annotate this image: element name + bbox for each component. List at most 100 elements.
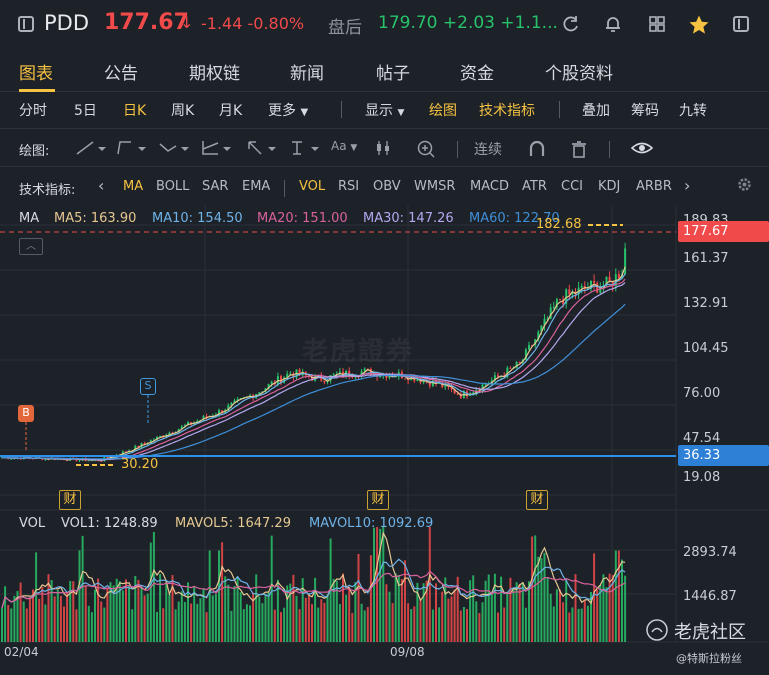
indicator-boll[interactable]: BOLL: [156, 179, 190, 194]
period-monthly[interactable]: 月K: [219, 103, 243, 119]
indicator-obv[interactable]: OBV: [373, 179, 401, 194]
indicator-arbr[interactable]: ARBR: [636, 179, 672, 194]
horizontal-line-price-tag[interactable]: 36.33: [678, 445, 769, 466]
volume-bar: [311, 604, 313, 642]
sidebar-toggle-icon[interactable]: [18, 16, 34, 32]
eye-icon[interactable]: [630, 139, 654, 161]
display-dropdown[interactable]: 显示 ▼: [365, 103, 405, 119]
volume-bar: [131, 609, 134, 642]
star-icon[interactable]: [688, 14, 710, 36]
volume-bar: [376, 527, 379, 642]
tab-announcements[interactable]: 公告: [104, 64, 138, 84]
volume-tick: 2893.74: [683, 545, 737, 560]
chips-button[interactable]: 筹码: [631, 103, 659, 119]
continuous-draw-toggle[interactable]: 连续: [474, 142, 502, 158]
indicator-sar[interactable]: SAR: [202, 179, 229, 194]
volume-bar: [276, 579, 279, 642]
text-cursor-tool-icon[interactable]: [288, 139, 322, 161]
volume-bar: [469, 580, 472, 642]
indicator-wmsr[interactable]: WMSR: [414, 179, 456, 194]
tab-posts[interactable]: 帖子: [376, 64, 410, 84]
line-tool-icon[interactable]: [75, 139, 109, 161]
period-5day[interactable]: 5日: [74, 103, 97, 119]
volume-bar: [100, 601, 103, 642]
trash-icon[interactable]: [569, 139, 589, 163]
polyline-tool-icon[interactable]: [115, 139, 149, 161]
indicator-macd[interactable]: MACD: [470, 179, 509, 194]
volume-bar: [7, 605, 10, 642]
volume-bar: [4, 586, 7, 642]
period-more[interactable]: 更多 ▼: [268, 103, 309, 119]
tab-company-profile[interactable]: 个股资料: [545, 64, 613, 84]
candle-body: [360, 371, 363, 377]
candle-body: [159, 435, 162, 437]
period-weekly[interactable]: 周K: [171, 103, 195, 119]
panel-icon[interactable]: [733, 16, 749, 32]
earnings-marker[interactable]: 财: [526, 490, 548, 510]
earnings-marker[interactable]: 财: [59, 490, 81, 510]
indicator-ma[interactable]: MA: [123, 179, 144, 194]
chevron-right-icon[interactable]: ›: [684, 176, 691, 195]
period-daily[interactable]: 日K: [123, 103, 147, 119]
gear-icon[interactable]: [736, 176, 753, 197]
draw-toggle[interactable]: 绘图: [429, 103, 457, 119]
candle-tool-icon[interactable]: [374, 139, 394, 161]
collapse-legend-icon[interactable]: ︿: [19, 238, 43, 255]
tab-chart[interactable]: 图表: [19, 64, 53, 84]
indicator-cci[interactable]: CCI: [561, 179, 583, 194]
zoom-icon[interactable]: [416, 139, 436, 163]
candle-body: [137, 445, 140, 448]
volume-bar: [391, 603, 394, 642]
tab-news[interactable]: 新闻: [290, 64, 324, 84]
tab-funds[interactable]: 资金: [460, 64, 494, 84]
candle-body: [187, 422, 189, 426]
magnet-icon[interactable]: [527, 139, 547, 163]
candle-body: [493, 375, 496, 381]
kline-chart[interactable]: 老虎證券 MA MA5: 163.90 MA10: 154.50 MA20: 1…: [0, 205, 769, 675]
candle-body: [416, 378, 419, 381]
text-tool-icon[interactable]: Aa ▼: [331, 139, 358, 153]
candle-body: [596, 282, 599, 293]
volume-bar: [59, 595, 62, 642]
chart-background: [0, 205, 769, 675]
volume-bar: [128, 584, 131, 642]
candle-body: [568, 289, 571, 295]
buy-marker[interactable]: B: [18, 405, 34, 422]
volume-bar: [221, 542, 224, 642]
refresh-icon[interactable]: [560, 14, 582, 36]
chart-canvas[interactable]: [0, 205, 769, 675]
volume-bar: [410, 609, 413, 642]
volume-bar: [112, 585, 115, 642]
channel-tool-icon[interactable]: [158, 139, 192, 161]
nine-turn-button[interactable]: 九转: [679, 103, 707, 119]
sell-marker[interactable]: S: [140, 378, 156, 395]
candle-body: [404, 378, 406, 380]
candle-body: [78, 459, 81, 461]
volume-bar: [503, 607, 506, 642]
volume-bar: [187, 582, 189, 642]
grid-icon[interactable]: [646, 14, 668, 36]
chevron-left-icon[interactable]: ‹: [98, 176, 105, 195]
indicator-atr[interactable]: ATR: [522, 179, 547, 194]
fibonacci-tool-icon[interactable]: [200, 139, 234, 161]
bell-icon[interactable]: [602, 14, 624, 36]
volume-bar: [261, 603, 264, 642]
price-tick: 47.54: [683, 431, 721, 446]
indicator-rsi[interactable]: RSI: [338, 179, 360, 194]
volume-bar: [44, 604, 47, 642]
arrow-tool-icon[interactable]: [245, 139, 279, 161]
indicator-vol[interactable]: VOL: [299, 179, 326, 194]
volume-bar: [363, 610, 366, 642]
tab-options-chain[interactable]: 期权链: [189, 64, 240, 84]
volume-bar: [608, 573, 611, 642]
earnings-marker[interactable]: 财: [367, 490, 389, 510]
period-intraday[interactable]: 分时: [19, 103, 47, 119]
tech-indicator-toggle[interactable]: 技术指标: [479, 103, 535, 119]
volume-bar: [416, 582, 419, 642]
overlay-button[interactable]: 叠加: [582, 103, 610, 119]
indicator-kdj[interactable]: KDJ: [598, 179, 621, 194]
volume-bar: [125, 579, 127, 642]
volume-bar: [565, 579, 568, 642]
volume-bar: [568, 612, 571, 642]
indicator-ema[interactable]: EMA: [242, 179, 271, 194]
